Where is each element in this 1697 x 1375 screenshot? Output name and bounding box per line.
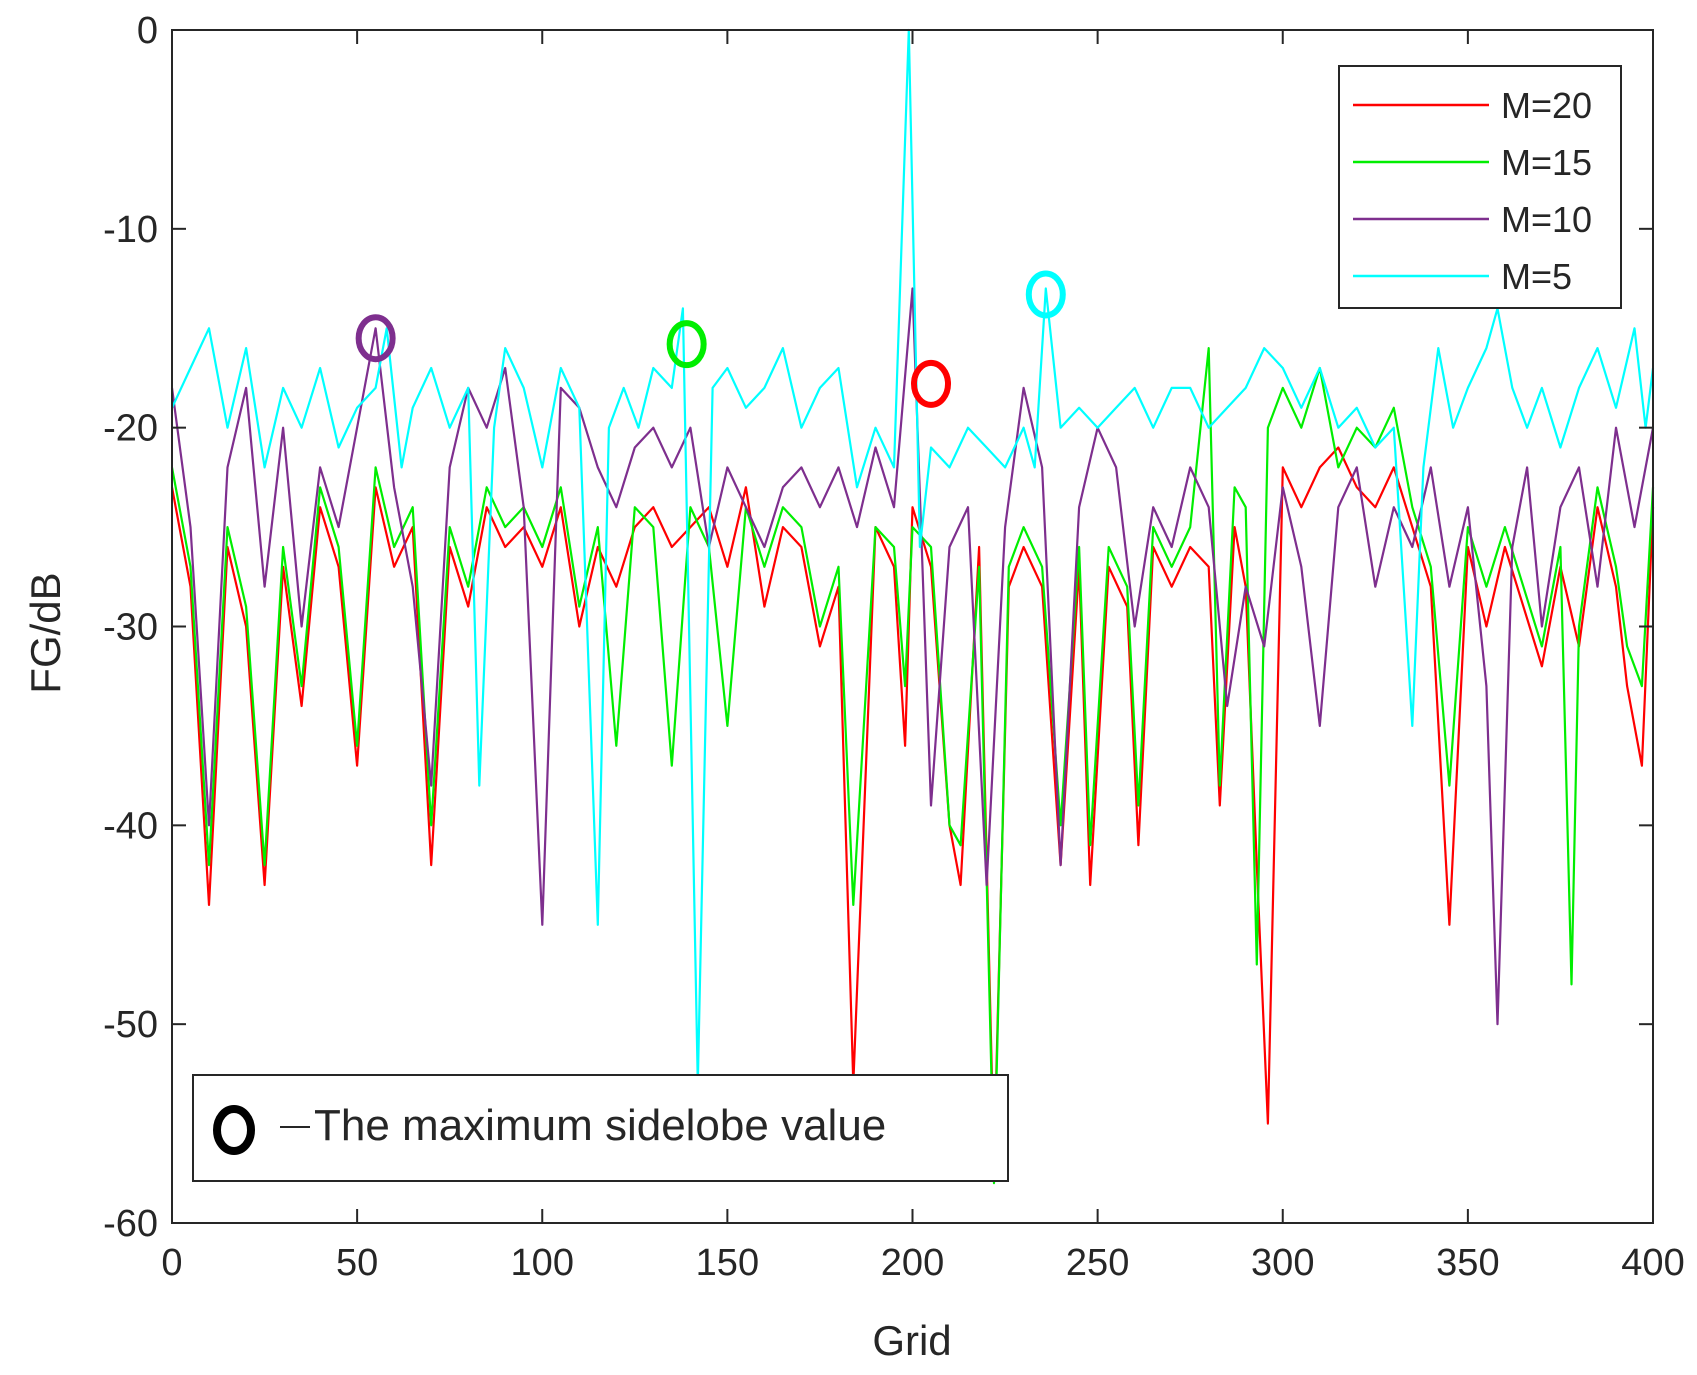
- annotation-box: The maximum sidelobe value: [192, 1074, 1009, 1182]
- series-line-m5: [171, 28, 1655, 1085]
- legend-label-m5: M=5: [1501, 256, 1572, 297]
- x-tick-label: 250: [1066, 1242, 1129, 1284]
- y-tick-label: -10: [103, 209, 158, 251]
- legend: M=20 M=15 M=10 M=5: [1338, 65, 1622, 309]
- y-tick-label: -60: [103, 1203, 158, 1245]
- annotation-text: The maximum sidelobe value: [314, 1101, 886, 1150]
- max-sidelobe-marker-m15: [666, 320, 707, 369]
- annotation-circle-icon: [213, 1105, 255, 1155]
- legend-label-m20: M=20: [1501, 85, 1592, 126]
- legend-frame: [1338, 65, 1622, 309]
- y-tick-label: -40: [103, 805, 158, 847]
- y-tick-label: -20: [103, 408, 158, 450]
- x-axis-label: Grid: [872, 1317, 951, 1364]
- max-sidelobe-marker-m20: [911, 359, 952, 408]
- y-tick-label: 0: [137, 10, 158, 52]
- tick-layer: 0 50 100 150 200 250 300 350 400 0 -10 -20 -30 -40 -50…: [103, 10, 1685, 1284]
- series-line-m15: [170, 347, 1655, 1185]
- x-tick-label: 350: [1436, 1242, 1499, 1284]
- marker-layer: [355, 270, 1066, 408]
- max-sidelobe-marker-m10: [355, 314, 396, 363]
- x-tick-label: 300: [1251, 1242, 1314, 1284]
- x-tick-label: 50: [336, 1242, 378, 1284]
- x-tick-label: 400: [1621, 1242, 1684, 1284]
- legend-label-m10: M=10: [1501, 199, 1592, 240]
- x-tick-label: 200: [881, 1242, 944, 1284]
- annotation-frame: [192, 1074, 1009, 1182]
- series-layer: [170, 28, 1655, 1185]
- y-tick-label: -30: [103, 607, 158, 649]
- legend-label-m15: M=15: [1501, 142, 1592, 183]
- x-tick-label: 0: [161, 1242, 182, 1284]
- x-tick-label: 150: [696, 1242, 759, 1284]
- y-tick-label: -50: [103, 1004, 158, 1046]
- max-sidelobe-marker-m5: [1025, 270, 1066, 319]
- y-axis-label: FG/dB: [22, 572, 69, 693]
- x-tick-label: 100: [511, 1242, 574, 1284]
